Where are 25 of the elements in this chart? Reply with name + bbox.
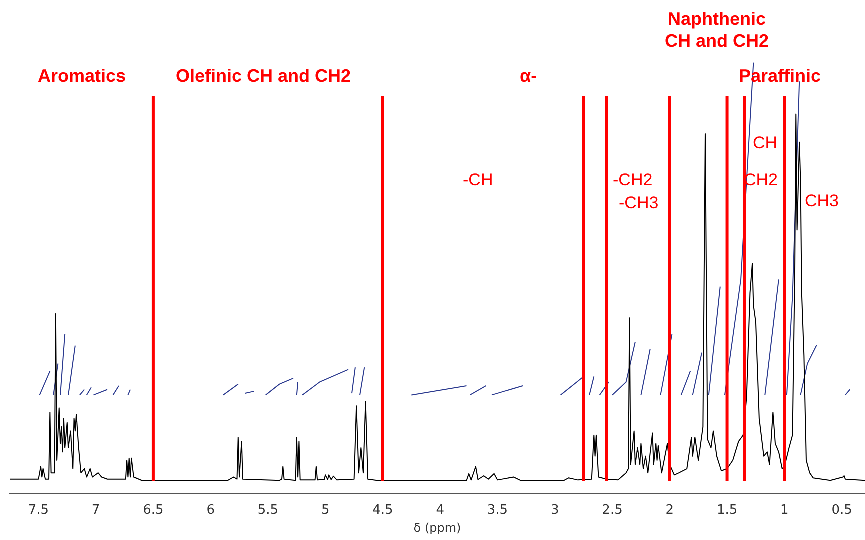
x-tick-label: 3: [550, 503, 560, 518]
annotation: Aromatics: [38, 66, 126, 86]
x-tick-label: 5.5: [258, 503, 279, 518]
x-tick-label: 2.5: [602, 503, 623, 518]
annotation: CH3: [805, 192, 840, 211]
annotation: α-: [520, 66, 538, 86]
x-tick-label: 7: [92, 503, 100, 518]
x-tick-label: 7.5: [28, 503, 50, 518]
x-tick-label: 1.5: [716, 503, 738, 518]
x-tick-label: 0.5: [832, 503, 852, 518]
annotation: -CH: [463, 170, 494, 190]
x-tick-label: 6.5: [143, 503, 164, 518]
x-tick-label: 2: [666, 503, 674, 518]
x-tick-label: 6: [206, 503, 215, 518]
x-tick-label: 3.5: [487, 503, 508, 518]
text: Naphthenic CH and CH2: [664, 8, 770, 51]
x-tick-label: 4: [436, 503, 445, 518]
annotation: -CH3: [619, 194, 659, 213]
x-axis-title: δ (ppm): [414, 520, 462, 535]
annotation: -CH2: [613, 170, 653, 190]
annotation: Olefinic CH and CH2: [176, 66, 352, 86]
x-tick-label: 5: [321, 503, 330, 518]
annotation: CH: [753, 134, 778, 153]
x-tick-label: 4.5: [372, 503, 394, 518]
x-tick-label: 1: [780, 503, 789, 518]
